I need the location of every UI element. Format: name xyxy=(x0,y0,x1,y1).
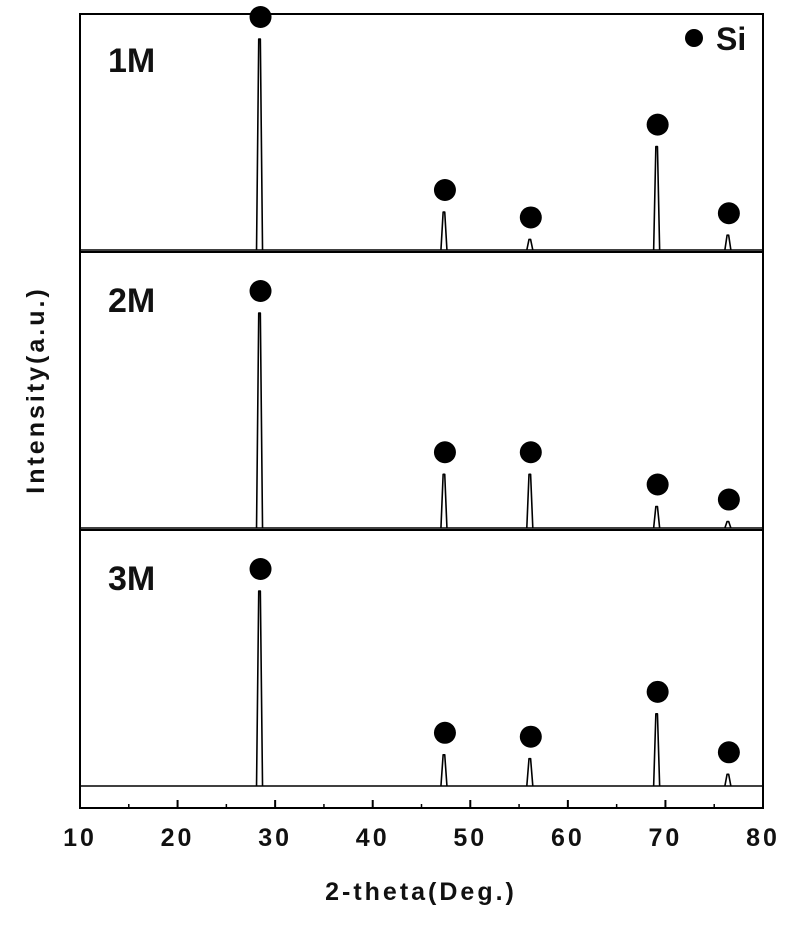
si-peak-marker xyxy=(519,725,542,748)
x-tick-label: 70 xyxy=(649,824,683,852)
peak xyxy=(526,757,534,787)
x-tick-label: 80 xyxy=(746,824,780,852)
peak xyxy=(724,234,732,251)
si-peak-marker xyxy=(717,741,740,764)
si-peak-marker xyxy=(646,680,669,703)
x-tick-label: 60 xyxy=(551,824,585,852)
peak xyxy=(652,145,661,251)
si-peak-marker xyxy=(646,473,669,496)
panel-1m: 1M xyxy=(81,6,762,251)
panel-3m: 3M xyxy=(81,558,762,787)
panel-label: 1M xyxy=(108,42,155,80)
panel-label: 2M xyxy=(108,282,155,320)
si-peak-marker xyxy=(249,280,272,302)
peak xyxy=(255,590,264,787)
si-peak-marker xyxy=(519,206,542,229)
peak xyxy=(526,238,534,251)
si-peak-marker xyxy=(519,441,542,464)
si-peak-marker xyxy=(433,721,456,744)
peak xyxy=(440,754,448,787)
legend-si-marker xyxy=(685,29,703,47)
si-peak-marker xyxy=(717,202,740,225)
panel-2m: 2M xyxy=(81,280,762,529)
peak xyxy=(652,713,661,787)
si-peak-marker xyxy=(249,558,272,580)
peak xyxy=(724,773,732,787)
peak xyxy=(255,38,264,251)
y-axis-title: Intensity(a.u.) xyxy=(22,286,50,494)
panel-label: 3M xyxy=(108,560,155,598)
x-axis-title: 2-theta(Deg.) xyxy=(325,878,517,906)
si-peak-marker xyxy=(646,113,669,136)
legend-si-label: Si xyxy=(716,21,746,57)
peak xyxy=(440,473,448,529)
peak xyxy=(526,473,534,529)
x-tick-label: 10 xyxy=(63,824,97,852)
si-peak-marker xyxy=(433,441,456,464)
x-tick-label: 40 xyxy=(356,824,390,852)
x-tick-label: 20 xyxy=(161,824,195,852)
peak xyxy=(255,312,264,529)
si-peak-marker xyxy=(433,179,456,202)
peak xyxy=(652,505,661,529)
si-peak-marker xyxy=(717,488,740,511)
si-peak-marker xyxy=(249,6,272,28)
legend: Si xyxy=(685,21,746,57)
peak xyxy=(724,520,732,529)
peak xyxy=(440,211,448,251)
x-tick-label: 30 xyxy=(258,824,292,852)
x-tick-label: 50 xyxy=(453,824,487,852)
